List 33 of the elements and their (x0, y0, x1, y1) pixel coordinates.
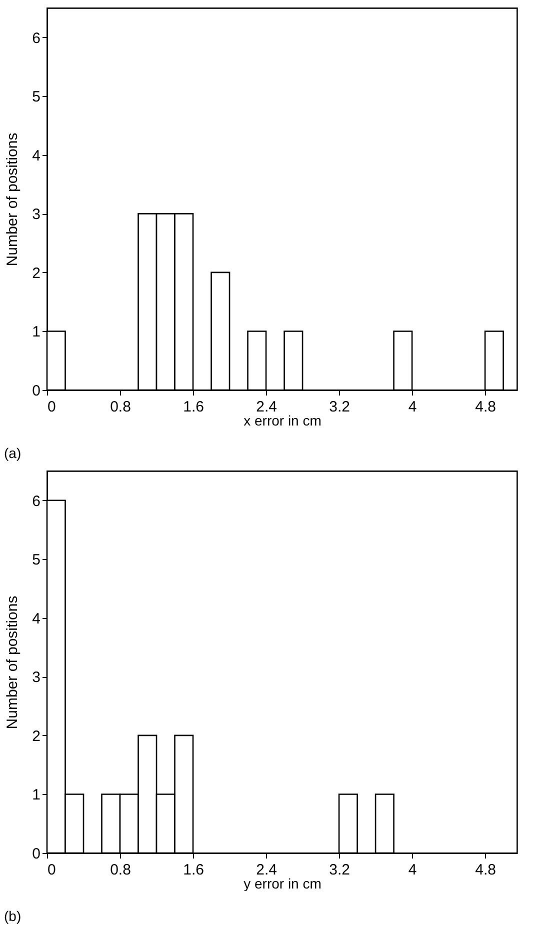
y-tick-label: 0 (32, 846, 40, 862)
y-tick-label: 4 (32, 610, 40, 628)
x-tick-label: 0 (48, 862, 56, 878)
y-tick-label: 3 (32, 669, 40, 686)
x-axis-title: x error in cm (244, 412, 322, 428)
y-axis-title: Number of positions (4, 596, 22, 730)
y-tick-label: 2 (32, 264, 40, 282)
x-tick-label: 0.8 (110, 398, 131, 416)
y-tick-label: 3 (32, 206, 40, 224)
x-tick-label: 1.6 (183, 862, 204, 878)
y-tick-label: 6 (32, 492, 40, 510)
y-tick-label: 2 (32, 728, 40, 745)
text: (a) (4, 445, 22, 461)
x-tick-label: 2.4 (256, 398, 277, 416)
x-tick-label: 2.4 (256, 862, 277, 878)
x-tick-label: 4 (408, 862, 417, 878)
x-tick-label: 0 (48, 398, 56, 416)
x-tick-label: 3.2 (329, 862, 350, 878)
y-tick-label: 6 (32, 30, 40, 47)
y-tick-label: 1 (32, 324, 40, 341)
x-tick-label: 4.8 (475, 398, 496, 416)
x-tick-label: 4.8 (475, 862, 496, 878)
y-tick-label: 5 (32, 88, 40, 106)
x-tick-label: 0.8 (110, 862, 131, 878)
y-tick-label: 0 (32, 382, 40, 400)
y-tick-label: 5 (32, 552, 40, 569)
y-axis-title: Number of positions (4, 132, 22, 266)
y-tick-label: 4 (32, 147, 40, 164)
x-tick-label: 3.2 (329, 398, 350, 416)
x-tick-label: 4 (408, 398, 417, 416)
x-tick-label: 1.6 (183, 398, 204, 416)
text: (b) (4, 908, 22, 924)
y-tick-label: 1 (32, 786, 40, 804)
